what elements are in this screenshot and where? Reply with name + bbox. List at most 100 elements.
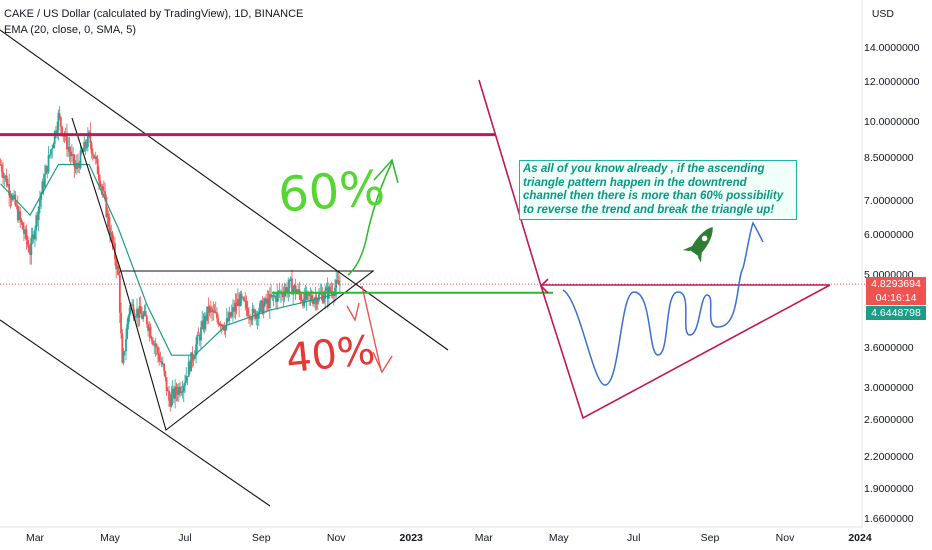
candle-body: [212, 310, 215, 313]
candle-body: [19, 211, 22, 220]
candle-body: [91, 152, 94, 155]
candle-body: [315, 296, 318, 305]
candle: [201, 310, 204, 330]
candle: [271, 294, 274, 301]
y-tick-label: 1.6600000: [864, 513, 914, 525]
candle: [216, 307, 218, 323]
candle-body: [66, 133, 68, 150]
candle-body: [241, 297, 244, 299]
candle: [246, 300, 249, 318]
candle: [229, 311, 232, 318]
annotation-60-percent: 60%: [276, 160, 386, 223]
candle-body: [8, 184, 11, 196]
candle-body: [89, 131, 92, 143]
candle-body: [262, 304, 265, 314]
candle-body: [68, 147, 71, 152]
candle: [182, 383, 185, 403]
candle-body: [213, 310, 216, 313]
candle-body: [339, 284, 341, 286]
candle-body: [118, 274, 121, 313]
candle: [77, 153, 79, 173]
candle: [171, 380, 174, 405]
triangle-arrowhead-icon: [539, 278, 549, 294]
candle: [95, 155, 98, 164]
candle: [298, 281, 301, 300]
candle-body: [200, 327, 202, 341]
candle-body: [321, 293, 324, 303]
candle: [121, 328, 124, 364]
candle-body: [299, 293, 302, 300]
candle: [291, 269, 293, 295]
candle-body: [18, 211, 20, 221]
candle-body: [176, 392, 179, 395]
candle: [289, 276, 292, 282]
candle-body: [94, 156, 97, 159]
candle: [100, 183, 103, 195]
candle: [102, 180, 105, 196]
candle-body: [101, 186, 104, 191]
candle-body: [316, 300, 319, 305]
candle: [195, 336, 197, 364]
candle: [173, 385, 175, 403]
candle-body: [283, 291, 286, 298]
candle-body: [2, 171, 4, 178]
candle: [122, 347, 125, 366]
candle-body: [246, 308, 249, 316]
candle: [63, 130, 66, 143]
candle: [134, 313, 137, 322]
candle: [138, 296, 141, 327]
candle-body: [313, 299, 315, 304]
candle-body: [190, 352, 193, 372]
candle: [8, 173, 11, 207]
candle: [327, 282, 330, 308]
candle-body: [73, 154, 76, 168]
candle-body: [58, 113, 61, 118]
candle-body: [201, 320, 204, 328]
candle-body: [292, 288, 295, 295]
candle: [164, 370, 167, 382]
candle: [115, 254, 118, 279]
indicator-legend[interactable]: EMA (20, close, 0, SMA, 5): [4, 24, 137, 36]
candle-body: [79, 150, 82, 168]
candle-body: [302, 300, 304, 306]
candle: [286, 281, 288, 298]
candle: [268, 287, 271, 319]
candle: [152, 337, 154, 346]
candle-body: [59, 117, 62, 127]
candle: [309, 287, 312, 307]
candle-body: [180, 391, 183, 394]
candle-body: [48, 154, 51, 156]
candle-body: [86, 133, 89, 148]
candle: [244, 291, 247, 311]
candle: [37, 205, 40, 232]
candle: [24, 225, 27, 239]
candle-body: [145, 316, 148, 325]
candle: [96, 154, 99, 175]
analysis-note[interactable]: As all of you know already , if the asce…: [519, 160, 797, 220]
candle: [261, 296, 264, 315]
candle: [90, 141, 93, 159]
candle-body: [154, 343, 157, 347]
candle-body: [46, 166, 49, 173]
candle-body: [284, 287, 287, 292]
countdown-tag: 04:16:14: [866, 291, 926, 305]
candle: [26, 235, 29, 248]
candle-body: [61, 126, 63, 135]
projection-wave: [562, 221, 764, 386]
candle-body: [78, 164, 81, 168]
candle-body: [138, 306, 141, 318]
candle: [240, 290, 243, 306]
candle-body: [297, 289, 300, 293]
candle-body: [207, 306, 210, 313]
candle: [293, 284, 296, 293]
candle-body: [123, 351, 126, 352]
candle: [18, 206, 20, 223]
candle-body: [267, 298, 270, 309]
candle-body: [163, 363, 165, 372]
candle: [93, 154, 95, 160]
y-tick-label: 12.0000000: [864, 76, 920, 89]
candle: [79, 143, 82, 170]
candle-body: [174, 386, 177, 399]
candle: [228, 306, 231, 324]
